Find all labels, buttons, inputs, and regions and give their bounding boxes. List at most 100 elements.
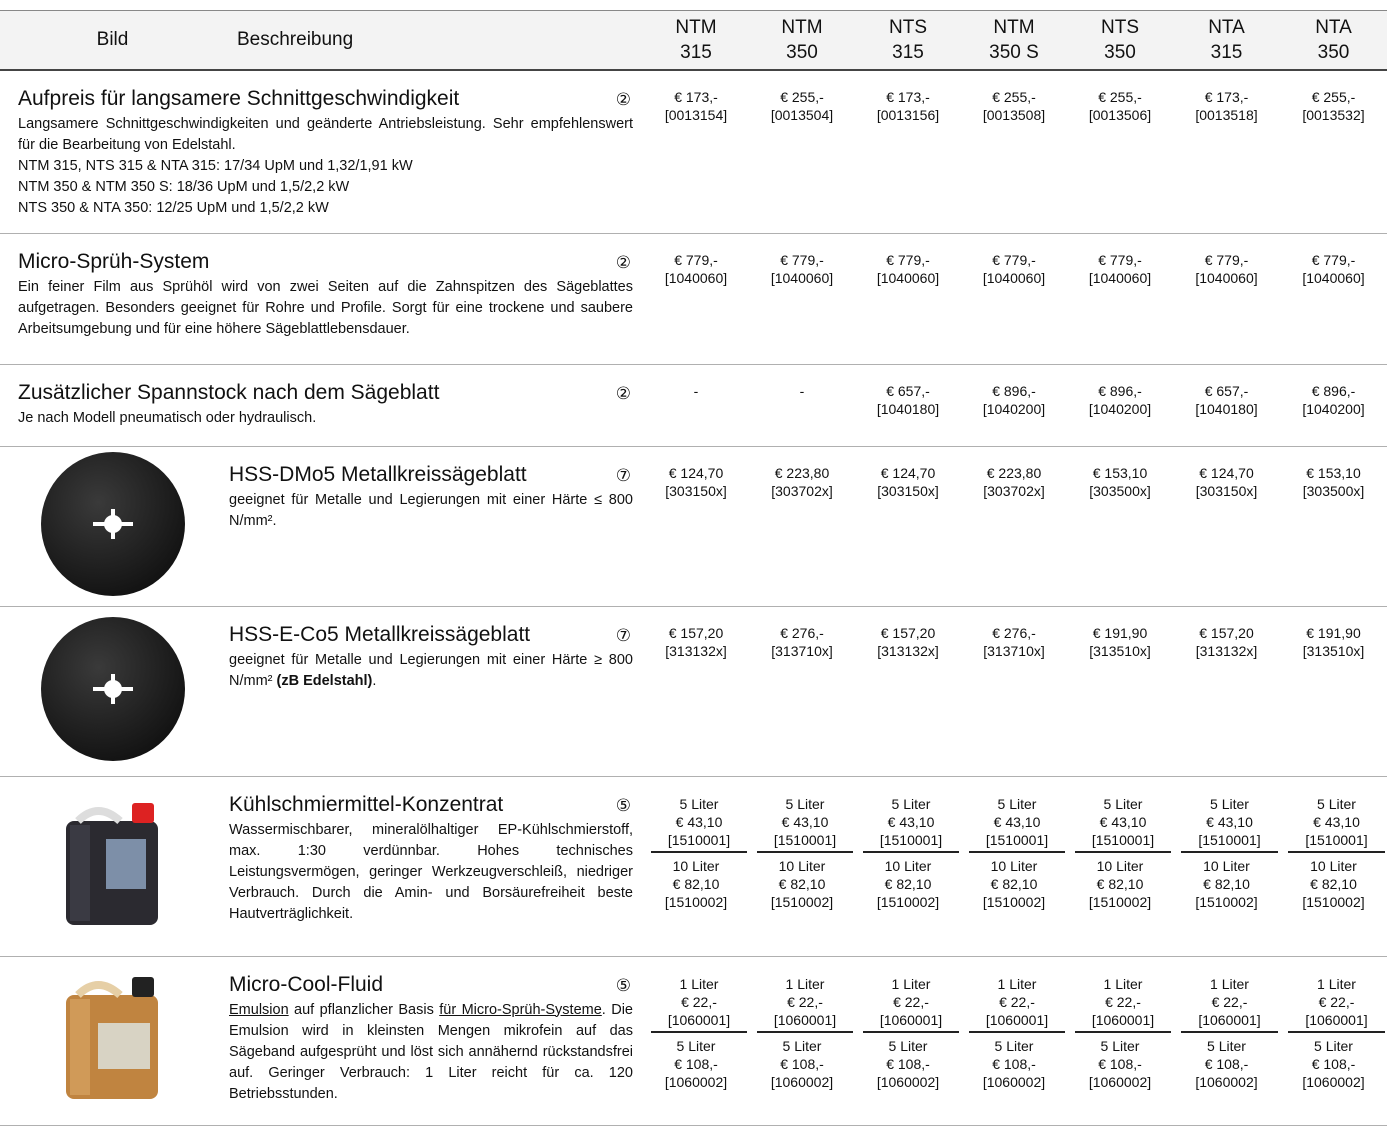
price: € 43,10 [757, 813, 853, 831]
price: € 43,10 [1075, 813, 1171, 831]
description-text: Wassermischbarer, mineralölhaltiger EP-K… [229, 820, 633, 925]
article-number: [1510002] [1067, 893, 1173, 911]
article-number: [1040200] [961, 400, 1067, 418]
price-cell: 1 Liter€ 22,-[1060001]5 Liter€ 108,-[106… [1280, 956, 1387, 1125]
article-number: [1510001] [1075, 831, 1171, 849]
article-number: [303500x] [1067, 482, 1173, 500]
package-size: 1 Liter [969, 975, 1065, 993]
price-cell: € 276,-[313710x] [749, 606, 855, 776]
product-title: Zusätzlicher Spannstock nach dem Sägebla… [18, 381, 439, 405]
article-number: [0013508] [961, 106, 1067, 124]
price: € 223,80 [749, 464, 855, 482]
product-picture [38, 614, 188, 764]
price: € 22,- [1288, 993, 1385, 1011]
price-option: 1 Liter€ 22,-[1060001] [1075, 974, 1171, 1033]
price-cell: 5 Liter€ 43,10[1510001]10 Liter€ 82,10[1… [961, 776, 1067, 956]
model-size: 350 [1280, 40, 1387, 65]
description-text: Emulsion auf pflanzlicher Basis für Micr… [229, 1000, 633, 1105]
header-description: Beschreibung [225, 11, 643, 71]
price-cell: € 173,-[0013154] [643, 70, 749, 233]
product-image [0, 606, 225, 776]
price: € 255,- [1067, 88, 1173, 106]
price-cell: € 657,-[1040180] [855, 364, 961, 446]
price-option: 5 Liter€ 43,10[1510001] [651, 794, 747, 853]
package-size: 5 Liter [1075, 795, 1171, 813]
text-segment: NTM 350 & NTM 350 S: 18/36 UpM und 1,5/2… [18, 179, 349, 195]
package-size: 10 Liter [1067, 857, 1173, 875]
description-text: NTM 350 & NTM 350 S: 18/36 UpM und 1,5/2… [18, 177, 633, 198]
package-size: 5 Liter [1181, 795, 1278, 813]
price: € 22,- [757, 993, 853, 1011]
note-marker: ⑤ [616, 796, 633, 816]
package-size: 10 Liter [643, 857, 749, 875]
text-segment: Wassermischbarer, mineralölhaltiger EP-K… [229, 822, 633, 922]
note-marker: ⑦ [616, 626, 633, 646]
article-number: [1060001] [1075, 1011, 1171, 1029]
article-number: [313132x] [855, 642, 961, 660]
model-series: NTA [1280, 15, 1387, 40]
price-option: 5 Liter€ 43,10[1510001] [1181, 794, 1278, 853]
package-size: 1 Liter [1288, 975, 1385, 993]
price: € 779,- [855, 251, 961, 269]
price-cell: € 779,-[1040060] [1280, 233, 1387, 364]
package-size: 5 Liter [1173, 1037, 1280, 1055]
price: € 657,- [855, 382, 961, 400]
article-number: [1510002] [961, 893, 1067, 911]
article-number: [0013156] [855, 106, 961, 124]
price: € 22,- [863, 993, 959, 1011]
price-option: 5 Liter€ 43,10[1510001] [1075, 794, 1171, 853]
price: € 276,- [749, 624, 855, 642]
note-marker: ② [616, 90, 633, 110]
price: € 276,- [961, 624, 1067, 642]
price-cell: € 779,-[1040060] [961, 233, 1067, 364]
model-series: NTM [961, 15, 1067, 40]
price-option: 1 Liter€ 22,-[1060001] [757, 974, 853, 1033]
price-cell: 1 Liter€ 22,-[1060001]5 Liter€ 108,-[106… [855, 956, 961, 1125]
product-picture [38, 449, 188, 599]
article-number: [1510001] [651, 831, 747, 849]
price: € 191,90 [1067, 624, 1173, 642]
price-cell: € 779,-[1040060] [855, 233, 961, 364]
note-marker: ② [616, 253, 633, 273]
description-text: Je nach Modell pneumatisch oder hydrauli… [18, 408, 633, 429]
article-number: [1060002] [643, 1073, 749, 1091]
price: € 108,- [1067, 1055, 1173, 1073]
price: € 255,- [749, 88, 855, 106]
model-series: NTS [1067, 15, 1173, 40]
price: € 896,- [1280, 382, 1387, 400]
price-option: 10 Liter€ 82,10[1510002] [961, 856, 1067, 913]
text-segment: Ein feiner Film aus Sprühöl wird von zwe… [18, 279, 633, 337]
text-segment: auf pflanzlicher Basis [289, 1002, 440, 1018]
price-option: 1 Liter€ 22,-[1060001] [1288, 974, 1385, 1033]
price: € 255,- [1280, 88, 1387, 106]
price: € 108,- [1280, 1055, 1387, 1073]
article-number: [1040200] [1067, 400, 1173, 418]
price-cell: € 779,-[1040060] [1067, 233, 1173, 364]
price: € 779,- [1173, 251, 1280, 269]
price: € 108,- [749, 1055, 855, 1073]
price-cell: € 896,-[1040200] [1280, 364, 1387, 446]
price-option: 10 Liter€ 82,10[1510002] [749, 856, 855, 913]
price-cell: 5 Liter€ 43,10[1510001]10 Liter€ 82,10[1… [749, 776, 855, 956]
price: € 153,10 [1280, 464, 1387, 482]
article-number: [1060001] [1181, 1011, 1278, 1029]
article-number: [0013154] [643, 106, 749, 124]
price: € 82,10 [1067, 875, 1173, 893]
article-number: [313132x] [643, 642, 749, 660]
package-size: 10 Liter [1280, 857, 1387, 875]
description-text: Ein feiner Film aus Sprühöl wird von zwe… [18, 277, 633, 340]
article-number: [313510x] [1067, 642, 1173, 660]
price-cell: 5 Liter€ 43,10[1510001]10 Liter€ 82,10[1… [1067, 776, 1173, 956]
price-option: 1 Liter€ 22,-[1060001] [651, 974, 747, 1033]
price-option: 1 Liter€ 22,-[1060001] [863, 974, 959, 1033]
price-cell: - [749, 364, 855, 446]
price-cell: € 779,-[1040060] [749, 233, 855, 364]
price-option: 5 Liter€ 108,-[1060002] [1067, 1036, 1173, 1093]
package-size: 5 Liter [1067, 1037, 1173, 1055]
article-number: [1510002] [749, 893, 855, 911]
